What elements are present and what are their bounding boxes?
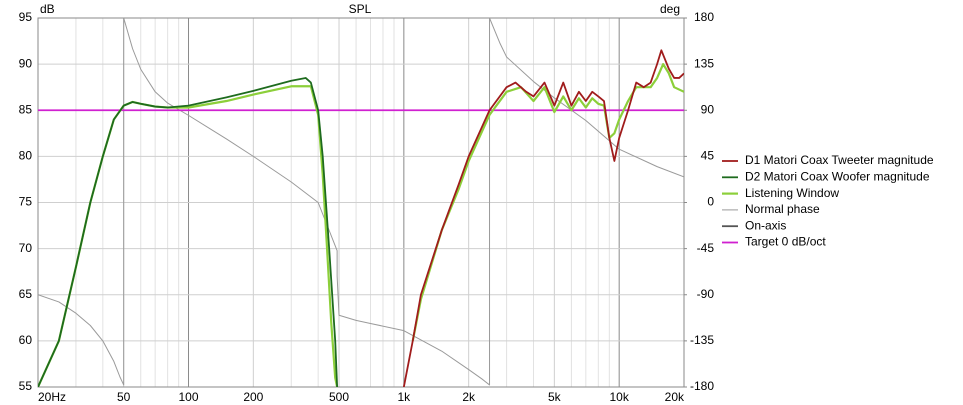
- x-tick-label: 200: [243, 390, 263, 404]
- x-tick-label: 20Hz: [38, 390, 66, 404]
- y-tick-label: 55: [19, 379, 33, 393]
- series-line: [402, 49, 684, 387]
- y-tick-label: 60: [19, 333, 33, 347]
- x-tick-label: 1k: [398, 390, 412, 404]
- y2-tick-label: -180: [690, 379, 714, 393]
- legend-label: D1 Matori Coax Tweeter magnitude: [745, 153, 934, 167]
- y-tick-label: 70: [19, 241, 33, 255]
- y-tick-label: 80: [19, 149, 33, 163]
- series-line: [38, 77, 339, 387]
- x-tick-label: 5k: [548, 390, 562, 404]
- y2-tick-label: -45: [697, 241, 715, 255]
- chart-title: SPL: [349, 2, 372, 16]
- y2-tick-label: -135: [690, 333, 714, 347]
- y2-tick-label: -90: [697, 287, 715, 301]
- legend-label: Normal phase: [745, 202, 820, 216]
- y2-tick-label: 45: [701, 149, 715, 163]
- x-tick-label: 100: [178, 390, 198, 404]
- y-tick-label: 65: [19, 287, 33, 301]
- y2-tick-label: 135: [694, 56, 714, 70]
- x-tick-label: 2k: [462, 390, 476, 404]
- legend-label: D2 Matori Coax Woofer magnitude: [745, 169, 930, 183]
- x-tick-label: 500: [329, 390, 349, 404]
- y2-tick-label: 0: [707, 195, 714, 209]
- y-tick-label: 95: [19, 10, 33, 24]
- y-tick-label: 85: [19, 102, 33, 116]
- plot-border: [37, 17, 685, 388]
- y-tick-label: 75: [19, 195, 33, 209]
- x-tick-label: 10k: [609, 390, 629, 404]
- y2-axis-label: deg: [660, 2, 680, 16]
- x-tick-label: 50: [117, 390, 131, 404]
- y-tick-label: 90: [19, 56, 33, 70]
- legend-label: Target 0 dB/oct: [745, 235, 826, 249]
- x-tick-label: 20k: [665, 390, 685, 404]
- y2-tick-label: 90: [701, 102, 715, 116]
- series-line: [38, 18, 684, 386]
- y-axis-label: dB: [40, 2, 55, 16]
- legend-label: On-axis: [745, 218, 786, 232]
- legend-label: Listening Window: [745, 186, 839, 200]
- y2-tick-label: 180: [694, 10, 714, 24]
